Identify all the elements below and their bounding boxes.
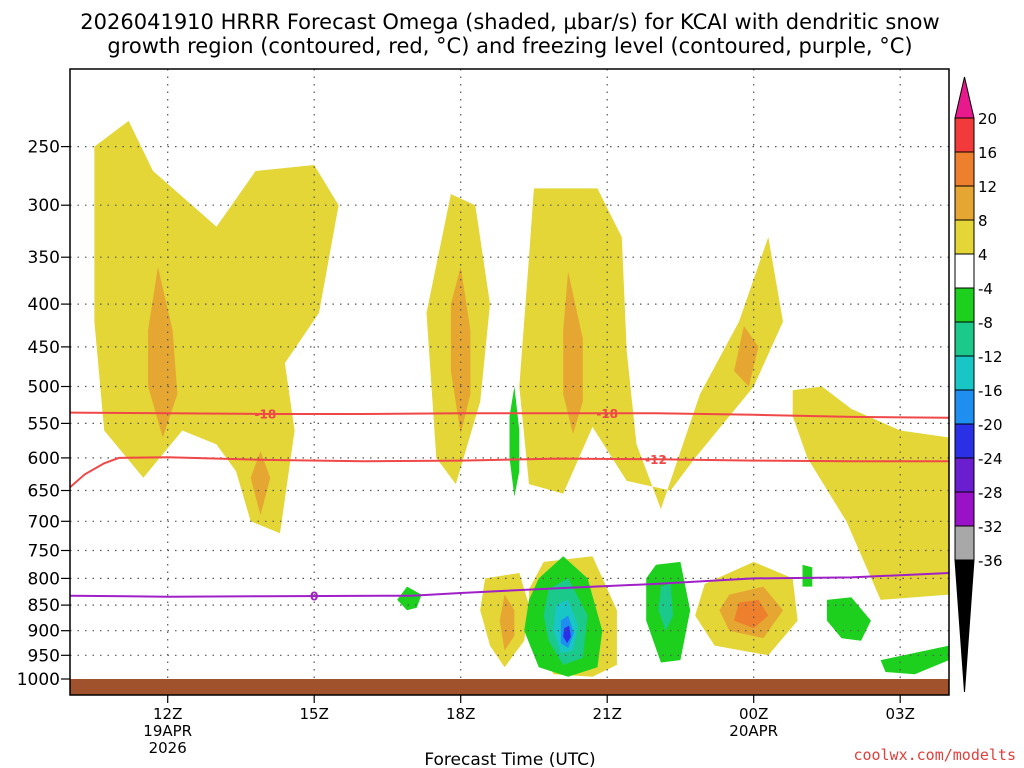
colorbar-label-5: -4 bbox=[978, 280, 993, 298]
chart-title-line-2: growth region (contoured, red, °C) and f… bbox=[107, 34, 912, 58]
colorbar-bin-4 bbox=[954, 219, 975, 255]
freezing-level-0-label-0: 0 bbox=[310, 590, 318, 604]
y-tick-label-700: 700 bbox=[28, 512, 60, 532]
omega-region-20 bbox=[802, 564, 813, 587]
ground-surface-bar bbox=[70, 679, 949, 695]
omega-region-15 bbox=[734, 599, 769, 629]
x-tick-date-12Z: 19APR bbox=[143, 722, 192, 740]
y-tick-label-1000: 1000 bbox=[17, 670, 60, 690]
y-tick-label-450: 450 bbox=[28, 338, 60, 358]
site-credit: coolwx.com/modelts bbox=[853, 746, 1016, 764]
omega-region-8 bbox=[148, 266, 178, 438]
freezing-level-0-line bbox=[70, 572, 949, 598]
omega-region-16 bbox=[509, 386, 520, 497]
pressure-axis-labels: 250 300 350 400 450 500 550 600 650 700 750 800 850 9… bbox=[17, 138, 70, 690]
colorbar-label-7: -12 bbox=[978, 348, 1003, 366]
y-tick-label-400: 400 bbox=[28, 295, 60, 315]
y-tick-label-350: 350 bbox=[28, 248, 60, 268]
dgz-minus12-label-0: -12 bbox=[645, 453, 667, 467]
colorbar-bin-8 bbox=[954, 355, 975, 391]
y-tick-label-900: 900 bbox=[28, 622, 60, 642]
contour-lines: -18 -18 -12 0 bbox=[70, 407, 949, 604]
colorbar-label-6: -8 bbox=[978, 314, 993, 332]
dgz-minus12-line bbox=[70, 456, 949, 489]
omega-region-11 bbox=[563, 271, 583, 434]
colorbar-bin-1 bbox=[954, 117, 975, 153]
y-tick-label-850: 850 bbox=[28, 596, 60, 616]
y-tick-label-600: 600 bbox=[28, 449, 60, 469]
colorbar-label-3: 8 bbox=[978, 212, 988, 230]
omega-region-17 bbox=[397, 586, 422, 611]
dgz-minus18-label-1: -18 bbox=[596, 407, 618, 421]
x-tick-label-21Z: 21Z bbox=[593, 705, 622, 723]
omega-region-21 bbox=[826, 597, 871, 641]
omega-region-0 bbox=[94, 120, 339, 534]
colorbar-top-arrow bbox=[954, 76, 975, 119]
x-tick-label-18Z: 18Z bbox=[446, 705, 475, 723]
y-tick-label-250: 250 bbox=[28, 138, 60, 158]
x-tick-label-12Z: 12Z bbox=[153, 705, 182, 723]
colorbar-label-8: -16 bbox=[978, 382, 1003, 400]
y-tick-label-650: 650 bbox=[28, 482, 60, 502]
colorbar-label-4: 4 bbox=[978, 246, 988, 264]
y-tick-label-500: 500 bbox=[28, 378, 60, 398]
colorbar-label-12: -32 bbox=[978, 518, 1003, 536]
x-tick-label-15Z: 15Z bbox=[300, 705, 329, 723]
omega-region-24 bbox=[658, 583, 674, 631]
x-tick-label-03Z: 03Z bbox=[886, 705, 915, 723]
omega-region-27 bbox=[563, 625, 571, 644]
x-tick-year-12Z: 2026 bbox=[149, 739, 187, 757]
y-tick-label-950: 950 bbox=[28, 646, 60, 666]
colorbar-bin-7 bbox=[954, 321, 975, 357]
colorbar-label-13: -36 bbox=[978, 552, 1003, 570]
colorbar-bin-9 bbox=[954, 389, 975, 425]
omega-region-13 bbox=[499, 594, 515, 651]
colorbar-bottom-arrow bbox=[954, 559, 975, 693]
colorbar-bin-6 bbox=[954, 287, 975, 323]
colorbar: 20 16 12 8 4 -4 -8 -12 -16 -20 -24 -28 -32 -36 bbox=[954, 76, 1003, 693]
colorbar-bin-10 bbox=[954, 423, 975, 459]
x-tick-label-00Z: 00Z bbox=[739, 705, 768, 723]
colorbar-label-1: 16 bbox=[978, 144, 997, 162]
omega-region-12 bbox=[734, 325, 759, 387]
colorbar-bin-5 bbox=[954, 253, 975, 289]
colorbar-label-11: -28 bbox=[978, 484, 1003, 502]
chart-title-line-1: 2026041910 HRRR Forecast Omega (shaded, … bbox=[80, 10, 939, 34]
colorbar-label-9: -20 bbox=[978, 416, 1003, 434]
omega-region-10 bbox=[450, 266, 471, 434]
y-tick-label-800: 800 bbox=[28, 569, 60, 589]
colorbar-bin-13 bbox=[954, 525, 975, 561]
omega-region-9 bbox=[250, 451, 271, 516]
omega-shading bbox=[94, 120, 949, 677]
y-tick-label-750: 750 bbox=[28, 542, 60, 562]
x-axis-title: Forecast Time (UTC) bbox=[424, 750, 595, 768]
dgz-minus18-line bbox=[70, 411, 949, 419]
colorbar-bin-12 bbox=[954, 491, 975, 527]
x-tick-date-00Z: 20APR bbox=[729, 722, 778, 740]
omega-region-2 bbox=[519, 188, 783, 510]
colorbar-label-2: 12 bbox=[978, 178, 997, 196]
plot-frame bbox=[69, 68, 950, 696]
colorbar-bin-3 bbox=[954, 185, 975, 221]
colorbar-label-10: -24 bbox=[978, 450, 1003, 468]
colorbar-label-0: 20 bbox=[978, 110, 997, 128]
colorbar-bin-2 bbox=[954, 151, 975, 187]
dgz-minus18-label-0: -18 bbox=[254, 408, 276, 422]
omega-region-22 bbox=[880, 645, 949, 675]
y-tick-label-300: 300 bbox=[28, 196, 60, 216]
omega-region-3 bbox=[792, 386, 949, 600]
colorbar-bin-11 bbox=[954, 457, 975, 493]
y-tick-label-550: 550 bbox=[28, 414, 60, 434]
